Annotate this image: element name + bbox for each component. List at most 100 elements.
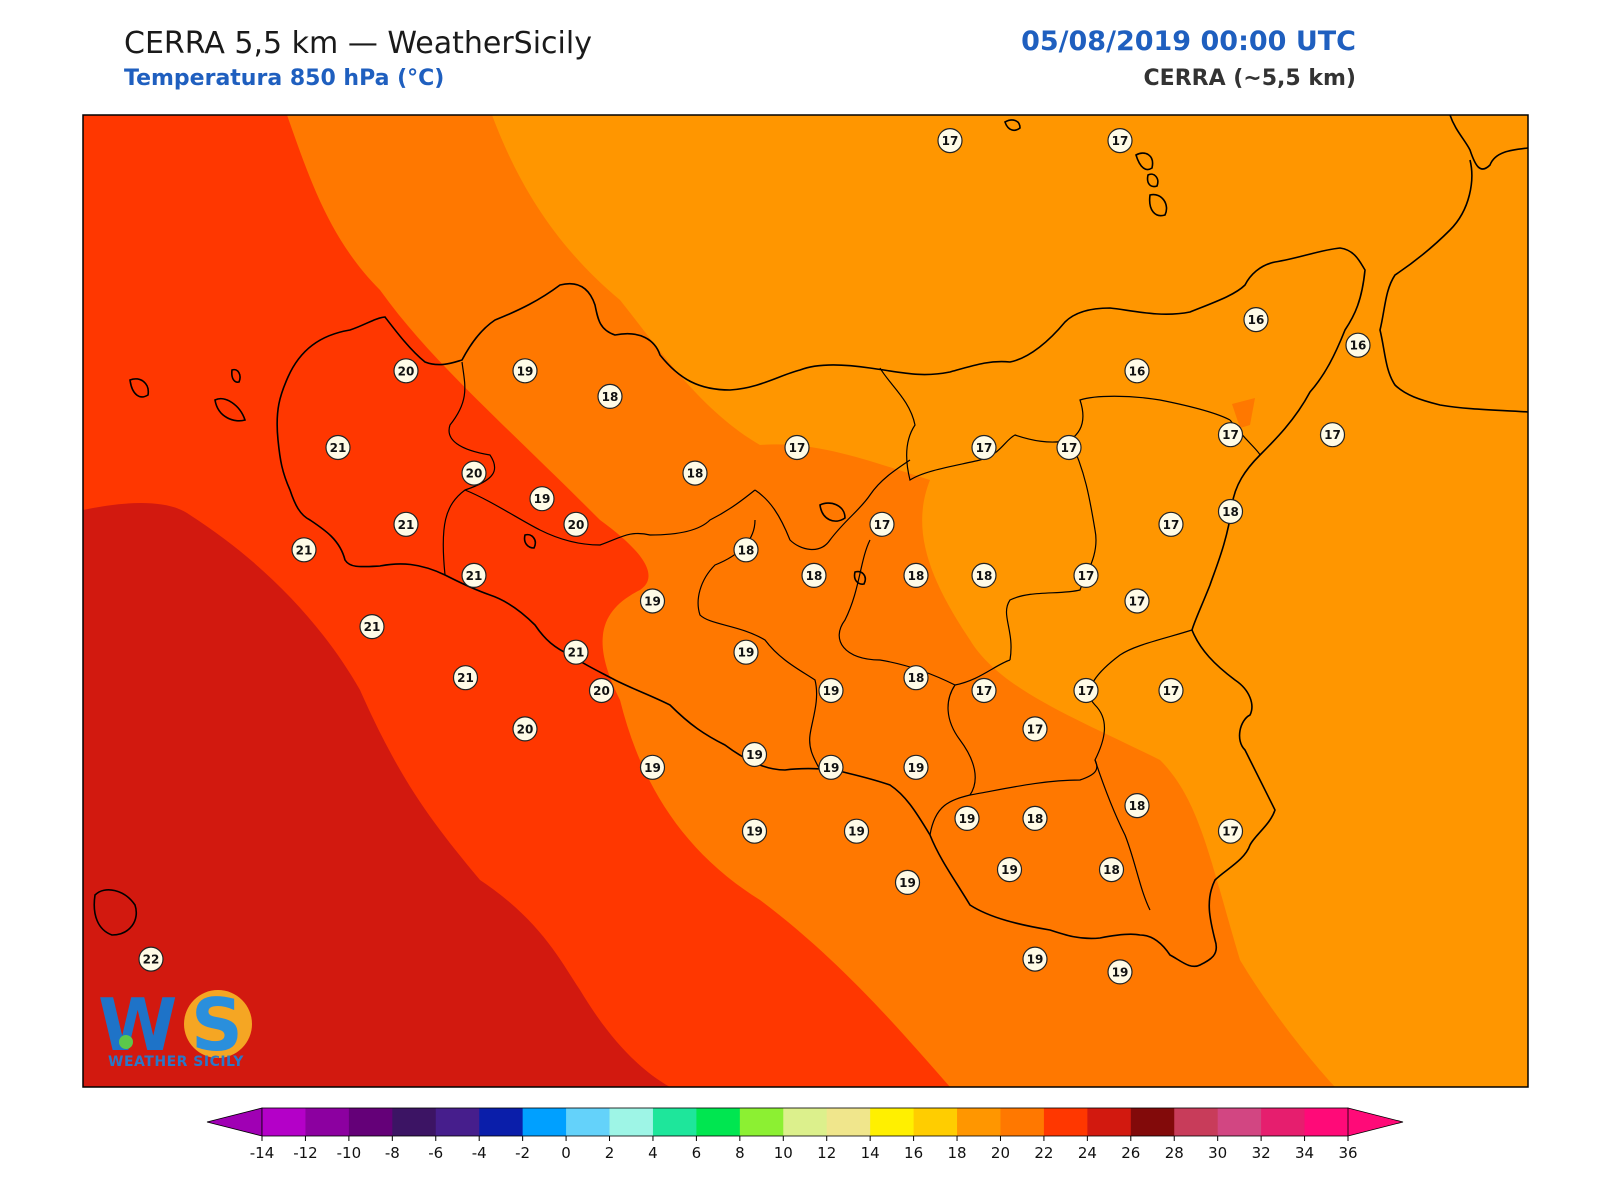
station-value: 21	[398, 518, 415, 532]
station-marker	[461, 562, 487, 589]
colorbar-tick-label: 36	[1338, 1144, 1357, 1162]
border-enna-catania	[1005, 439, 1097, 661]
coastlines	[93, 114, 1529, 968]
station-value: 21	[296, 543, 313, 557]
station-marker	[801, 562, 827, 589]
station-value: 18	[908, 569, 925, 583]
colorbar-tick-label: 18	[947, 1144, 966, 1162]
station-value: 17	[789, 441, 806, 455]
colorbar-segment	[392, 1108, 437, 1136]
colorbar-tick-label: 4	[648, 1144, 658, 1162]
weathersicily-logo: W S WEATHER SICILY	[96, 982, 256, 1074]
colorbar-segment	[1000, 1108, 1045, 1136]
colorbar-segment	[870, 1108, 915, 1136]
colorbar-tick-label: 34	[1295, 1144, 1314, 1162]
colorbar-tick-label: 10	[774, 1144, 793, 1162]
station-marker	[1022, 716, 1048, 742]
station-label: 20	[393, 358, 419, 384]
station-label: 18	[903, 562, 929, 589]
station-value: 19	[959, 812, 976, 826]
station-marker	[325, 434, 351, 461]
calabria-coastline	[1379, 114, 1529, 413]
colorbar-segment	[1174, 1108, 1219, 1136]
station-marker	[733, 537, 759, 563]
station-marker	[1217, 498, 1244, 525]
station-value: 19	[746, 748, 763, 762]
station-label: 18	[597, 383, 623, 409]
station-value: 21	[457, 671, 474, 685]
station-value: 18	[687, 467, 704, 481]
station-value: 17	[1324, 428, 1341, 442]
pantelleria	[93, 889, 137, 936]
station-marker	[818, 677, 844, 704]
station-value: 17	[1222, 428, 1239, 442]
colorbar-segment	[1130, 1108, 1175, 1136]
colorbar-tick-label: 2	[605, 1144, 615, 1162]
province-borders	[442, 361, 1261, 911]
colorbar-tick-label: -10	[337, 1144, 362, 1162]
station-value: 18	[806, 569, 823, 583]
colorbar-tick-label: -12	[293, 1144, 318, 1162]
station-value: 17	[1222, 825, 1239, 839]
svg-text:S: S	[191, 983, 243, 1062]
warm-patch	[1232, 398, 1255, 428]
station-value: 17	[1061, 441, 1078, 455]
station-marker	[512, 358, 538, 384]
station-value: 18	[1027, 812, 1044, 826]
station-value: 18	[1129, 799, 1146, 813]
colorbar-tick-label: 6	[692, 1144, 702, 1162]
colorbar-segment	[305, 1108, 350, 1136]
station-value: 19	[848, 825, 865, 839]
station-marker	[529, 486, 555, 512]
station-marker	[639, 754, 666, 780]
border-ragusa-caltanissetta	[929, 684, 976, 836]
station-marker	[1217, 422, 1244, 448]
station-label: 19	[1107, 959, 1133, 985]
station-marker	[937, 128, 963, 154]
station-label: 18	[1022, 805, 1048, 832]
sicily-coastline	[276, 247, 1366, 968]
station-value: 19	[1112, 965, 1129, 979]
colorbar-tick-label: 22	[1034, 1144, 1053, 1162]
station-marker	[138, 946, 164, 972]
colorbar-outline	[261, 1107, 1349, 1137]
colorbar-segment	[1304, 1108, 1349, 1136]
station-label: 19	[733, 639, 759, 665]
colorbar-segment	[1043, 1108, 1088, 1136]
station-marker	[1022, 946, 1048, 972]
station-marker	[393, 511, 419, 537]
station-value: 19	[823, 684, 840, 698]
station-marker	[971, 562, 997, 589]
station-value: 18	[908, 671, 925, 685]
station-value: 17	[1112, 134, 1129, 148]
station-label: 21	[359, 613, 385, 640]
station-label: 18	[733, 537, 759, 563]
station-marker	[1158, 511, 1184, 537]
station-value: 17	[1129, 595, 1146, 609]
station-value: 18	[738, 543, 755, 557]
egadi-islands	[129, 368, 247, 422]
station-marker	[971, 434, 997, 461]
station-value: 19	[899, 876, 916, 890]
model-label: CERRA (~5,5 km)	[1143, 66, 1356, 91]
station-value: 21	[568, 646, 585, 660]
station-value: 19	[738, 646, 755, 660]
station-marker	[741, 741, 768, 768]
station-value: 20	[593, 684, 610, 698]
station-marker	[869, 511, 895, 537]
logo-text: WEATHER SICILY	[108, 1054, 244, 1070]
colorbar-tick-label: 16	[904, 1144, 923, 1162]
station-value: 16	[1248, 313, 1265, 327]
station-marker	[639, 588, 666, 614]
colorbar-segment	[1261, 1108, 1306, 1136]
station-value: 17	[874, 518, 891, 532]
colorbar-segment	[1087, 1108, 1132, 1136]
station-marker	[588, 677, 615, 704]
station-marker	[1345, 332, 1371, 358]
station-value: 18	[602, 390, 619, 404]
station-marker	[452, 665, 479, 691]
station-value: 19	[1001, 863, 1018, 877]
station-marker	[733, 639, 759, 665]
colorbar-segment	[479, 1108, 524, 1136]
station-marker	[741, 818, 768, 844]
